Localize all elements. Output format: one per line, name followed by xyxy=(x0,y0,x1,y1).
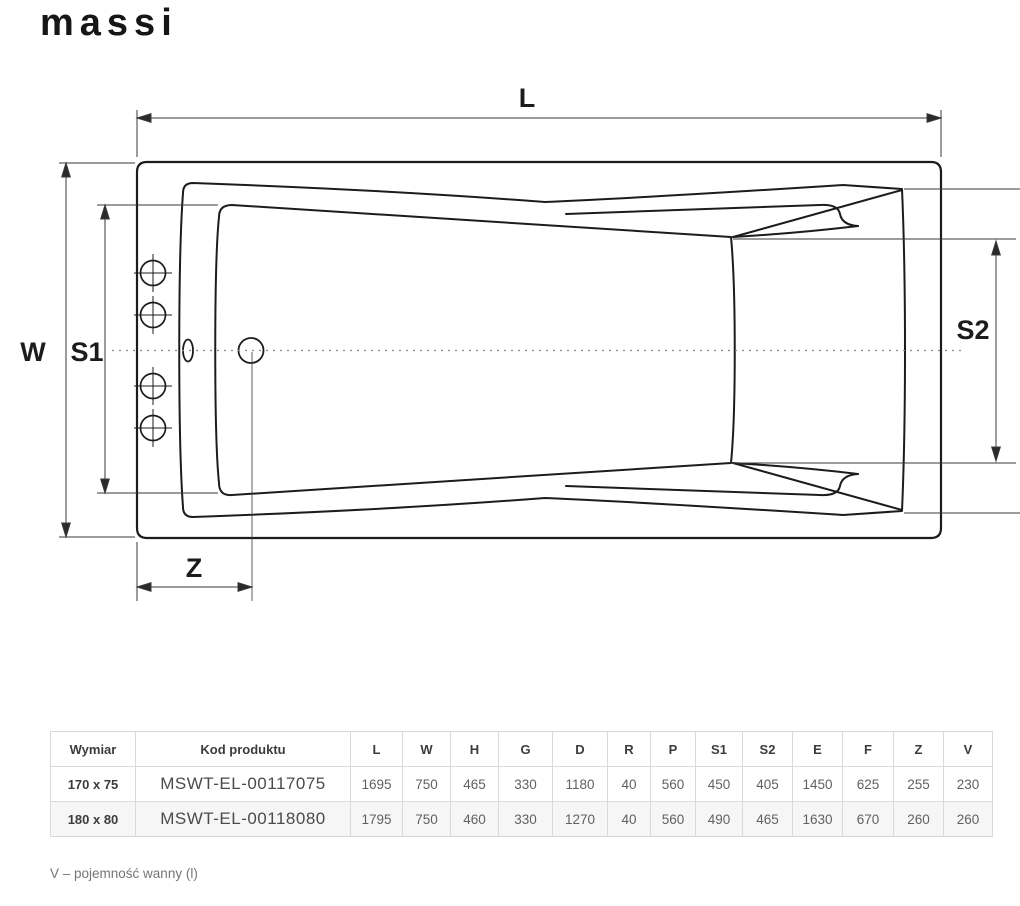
cell-value: 490 xyxy=(695,801,743,837)
arrowhead-up xyxy=(100,203,110,220)
cell-value: 750 xyxy=(402,801,451,837)
col-header: S1 xyxy=(695,731,743,767)
brand-logo: massi xyxy=(40,2,178,44)
col-header: Kod produktu xyxy=(135,731,351,767)
cell-wymiar: 180 x 80 xyxy=(50,801,136,837)
tub-outline xyxy=(135,160,943,540)
cell-value: 1270 xyxy=(552,801,608,837)
arrowhead-down xyxy=(991,446,1001,463)
cell-value: 1450 xyxy=(792,766,843,802)
jet-icon xyxy=(134,254,172,292)
headrest-top-diagonal xyxy=(732,189,903,238)
cell-value: 1695 xyxy=(350,766,403,802)
dim-label-S2: S2 xyxy=(956,315,989,345)
col-header: Wymiar xyxy=(50,731,136,767)
cell-value: 750 xyxy=(402,766,451,802)
col-header: S2 xyxy=(742,731,793,767)
headrest-bottom-shelf xyxy=(565,473,859,497)
cell-wymiar: 170 x 75 xyxy=(50,766,136,802)
tub-outer-rim xyxy=(135,160,943,540)
cell-value: 40 xyxy=(607,801,651,837)
col-header: E xyxy=(792,731,843,767)
arrowhead-up xyxy=(61,161,71,178)
dim-label-S1: S1 xyxy=(70,337,103,367)
col-header: W xyxy=(402,731,451,767)
table-header-row: Wymiar Kod produktu L W H G D R P S1 S2 … xyxy=(50,731,993,767)
col-header: G xyxy=(498,731,553,767)
arrowhead-right xyxy=(237,582,254,592)
col-header: D xyxy=(552,731,608,767)
cell-value: 1180 xyxy=(552,766,608,802)
arrowhead-down xyxy=(61,522,71,539)
arrowhead-left xyxy=(135,582,152,592)
tub-basin xyxy=(214,204,736,497)
jet-icons xyxy=(134,254,265,447)
headrest-top-shelf xyxy=(565,203,859,227)
cell-value: 260 xyxy=(943,801,993,837)
jet-icon xyxy=(134,296,172,334)
spec-table: Wymiar Kod produktu L W H G D R P S1 S2 … xyxy=(50,731,993,837)
dim-label-L: L xyxy=(519,83,536,113)
col-header: V xyxy=(943,731,993,767)
headrest-bottom-diagonal xyxy=(732,462,903,511)
cell-kod-produktu: MSWT-EL-00117075 xyxy=(135,766,351,802)
cell-value: 560 xyxy=(650,766,696,802)
headrest-top-edge xyxy=(732,225,859,238)
table-row: 180 x 80 MSWT-EL-00118080 1795 750 460 3… xyxy=(50,801,993,837)
cell-value: 465 xyxy=(450,766,499,802)
cell-value: 670 xyxy=(842,801,894,837)
cell-value: 460 xyxy=(450,801,499,837)
col-header: F xyxy=(842,731,894,767)
arrowhead-up xyxy=(991,239,1001,256)
dim-label-W: W xyxy=(20,337,46,367)
cell-value: 255 xyxy=(893,766,944,802)
col-header: L xyxy=(350,731,403,767)
cell-value: 465 xyxy=(742,801,793,837)
col-header: R xyxy=(607,731,651,767)
tub-inner-rim xyxy=(178,182,906,518)
cell-kod-produktu: MSWT-EL-00118080 xyxy=(135,801,351,837)
col-header: H xyxy=(450,731,499,767)
footnote-capacity: V – pojemność wanny (l) xyxy=(50,866,198,881)
cell-value: 330 xyxy=(498,766,553,802)
arrowhead-right xyxy=(926,113,943,123)
cell-value: 1795 xyxy=(350,801,403,837)
arrowhead-left xyxy=(135,113,152,123)
cell-value: 40 xyxy=(607,766,651,802)
cell-value: 560 xyxy=(650,801,696,837)
jet-icon xyxy=(134,409,172,447)
cell-value: 625 xyxy=(842,766,894,802)
table-row: 170 x 75 MSWT-EL-00117075 1695 750 465 3… xyxy=(50,766,993,802)
cell-value: 405 xyxy=(742,766,793,802)
cell-value: 450 xyxy=(695,766,743,802)
cell-value: 330 xyxy=(498,801,553,837)
cell-value: 1630 xyxy=(792,801,843,837)
col-header: P xyxy=(650,731,696,767)
cell-value: 230 xyxy=(943,766,993,802)
jet-icon xyxy=(134,367,172,405)
headrest-bottom-edge xyxy=(732,462,859,475)
cell-value: 260 xyxy=(893,801,944,837)
dim-label-Z: Z xyxy=(186,553,203,583)
dimension-lines xyxy=(59,110,1020,601)
col-header: Z xyxy=(893,731,944,767)
overflow-icon xyxy=(182,338,194,363)
arrowhead-down xyxy=(100,478,110,495)
